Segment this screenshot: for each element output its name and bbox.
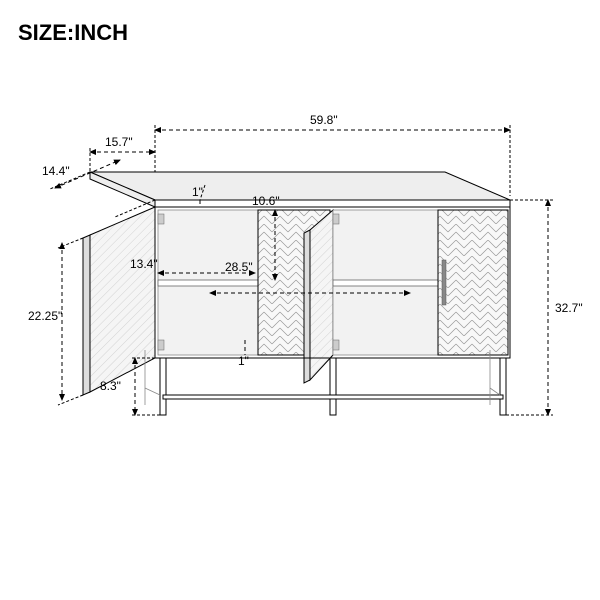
dim-opening-height: 10.6"	[252, 194, 280, 208]
dim-shelf-thickness: 1"	[238, 354, 249, 368]
furniture-diagram: 59.8" 15.7" 14.4" 1" 10.6" 22.25" 13.4" …	[0, 0, 600, 600]
dim-depth: 14.4"	[42, 164, 70, 178]
dim-door-height: 22.25"	[28, 309, 62, 323]
dim-leg-height: 8.3"	[100, 379, 121, 393]
dim-inner-width: 28.5"	[225, 260, 253, 274]
dim-total-width: 59.8"	[310, 113, 338, 127]
page-title: SIZE:INCH	[18, 20, 128, 46]
dim-shelf-depth: 13.4"	[130, 257, 158, 271]
dim-total-height: 32.7"	[555, 301, 583, 315]
dim-door-width: 15.7"	[105, 135, 133, 149]
